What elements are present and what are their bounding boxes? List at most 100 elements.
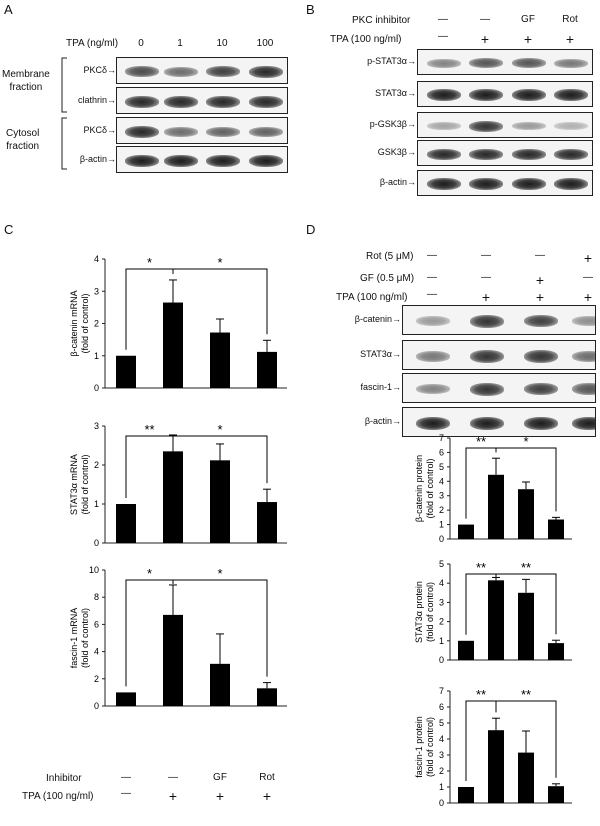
blot-band [572, 383, 595, 395]
significance-bracket [495, 447, 557, 512]
y-tick-label: 1 [439, 636, 444, 646]
blot-band [249, 126, 283, 137]
y-tick-label: 0 [94, 383, 99, 393]
y-tick-label: 7 [439, 433, 444, 443]
blot-row-label: p-GSK3β→ [369, 119, 416, 129]
significance-mark: * [217, 422, 222, 437]
blot-band [524, 315, 558, 327]
y-tick-label: 1 [94, 499, 99, 509]
membrane-fraction-label: Membrane fraction [2, 69, 50, 93]
blot-band [512, 58, 546, 68]
blot-band [469, 58, 503, 68]
significance-bracket [172, 268, 268, 335]
bar [210, 460, 230, 543]
blot-band [416, 384, 450, 394]
inhibitor-condition: — [168, 772, 178, 783]
bar [488, 580, 504, 660]
y-tick-label: 0 [439, 798, 444, 808]
significance-mark: ** [476, 434, 486, 449]
blot-band [206, 66, 240, 77]
y-tick-label: 1 [439, 520, 444, 530]
gf-condition: — [481, 272, 491, 283]
blot-row-label: β-catenin→ [354, 314, 401, 324]
blot-row-label: β-actin→ [79, 153, 116, 164]
blot-strip [417, 112, 593, 138]
bar-chart-0: 0 1 2 3 4 β-catenin mRNA (fold of control) * * [69, 254, 287, 393]
y-tick-label: 1 [439, 782, 444, 792]
significance-mark: * [147, 566, 152, 581]
rot-condition: + [583, 250, 593, 266]
blot-band [206, 126, 240, 137]
bar [548, 519, 564, 539]
inhibitor-condition: GF [521, 14, 535, 25]
bar [548, 786, 564, 803]
blot-band [469, 178, 503, 190]
blot-row-label: clathrin→ [77, 94, 116, 105]
significance-mark: * [217, 566, 222, 581]
blot-band [512, 178, 546, 190]
y-axis-label: (fold of control) [80, 608, 90, 668]
blot-strip [417, 140, 593, 166]
y-tick-label: 7 [439, 686, 444, 696]
blot-band [427, 178, 461, 190]
y-tick-label: 4 [439, 578, 444, 588]
y-tick-label: 10 [89, 565, 99, 575]
blot-strip [417, 170, 593, 196]
y-tick-label: 4 [94, 647, 99, 657]
dose-label: 1 [177, 38, 183, 49]
bar-chart-5: 0 1 2 3 4 5 6 7 fascin-1 protein (fold of control… [414, 686, 572, 808]
blot-strip [116, 117, 288, 144]
panel-c-inhibitor-label: Inhibitor [46, 773, 82, 784]
gf-condition: — [427, 272, 437, 283]
panel-b-pkc-inhibitor-label: PKC inhibitor [352, 15, 411, 26]
bar [257, 351, 277, 388]
y-tick-label: 3 [439, 597, 444, 607]
y-tick-label: 5 [439, 462, 444, 472]
bar [488, 730, 504, 803]
significance-bracket [172, 579, 268, 677]
blot-band [470, 314, 504, 328]
blot-band [416, 350, 450, 362]
panel-letter-a: A [4, 2, 13, 17]
y-tick-label: 6 [94, 619, 99, 629]
bar [548, 643, 564, 660]
tpa-condition: + [215, 788, 225, 804]
y-tick-label: 3 [439, 750, 444, 760]
y-tick-label: 6 [439, 447, 444, 457]
blot-strip [402, 340, 596, 370]
y-axis-label: (fold of control) [425, 582, 435, 642]
bar [163, 302, 183, 388]
blot-band [554, 58, 588, 68]
blot-band [125, 125, 159, 138]
blot-band [427, 122, 461, 130]
y-axis-label: fascin-1 protein [414, 716, 424, 778]
y-tick-label: 3 [94, 286, 99, 296]
tpa-condition: — [438, 31, 448, 42]
bar [210, 663, 230, 706]
inhibitor-condition: — [121, 772, 131, 783]
y-axis-label: β-catenin protein [414, 455, 424, 522]
tpa-condition: + [535, 289, 545, 305]
bar [257, 688, 277, 706]
blot-row-label: GSK3β→ [377, 147, 416, 157]
blot-row-label: fascin-1→ [360, 382, 401, 392]
blot-strip [116, 57, 288, 84]
significance-mark: ** [521, 560, 531, 575]
blot-band [554, 122, 588, 130]
panel-letter-b: B [306, 2, 315, 17]
tpa-condition: — [427, 289, 437, 300]
blot-band [512, 122, 546, 130]
y-tick-label: 1 [94, 351, 99, 361]
panel-letter-d: D [306, 222, 316, 237]
blot-band [416, 416, 450, 430]
blot-band [524, 349, 558, 363]
blot-band [524, 383, 558, 395]
inhibitor-condition: Rot [562, 14, 578, 25]
blot-band [554, 89, 588, 101]
blot-band [572, 350, 595, 362]
blot-strip [402, 373, 596, 403]
bar [257, 502, 277, 543]
